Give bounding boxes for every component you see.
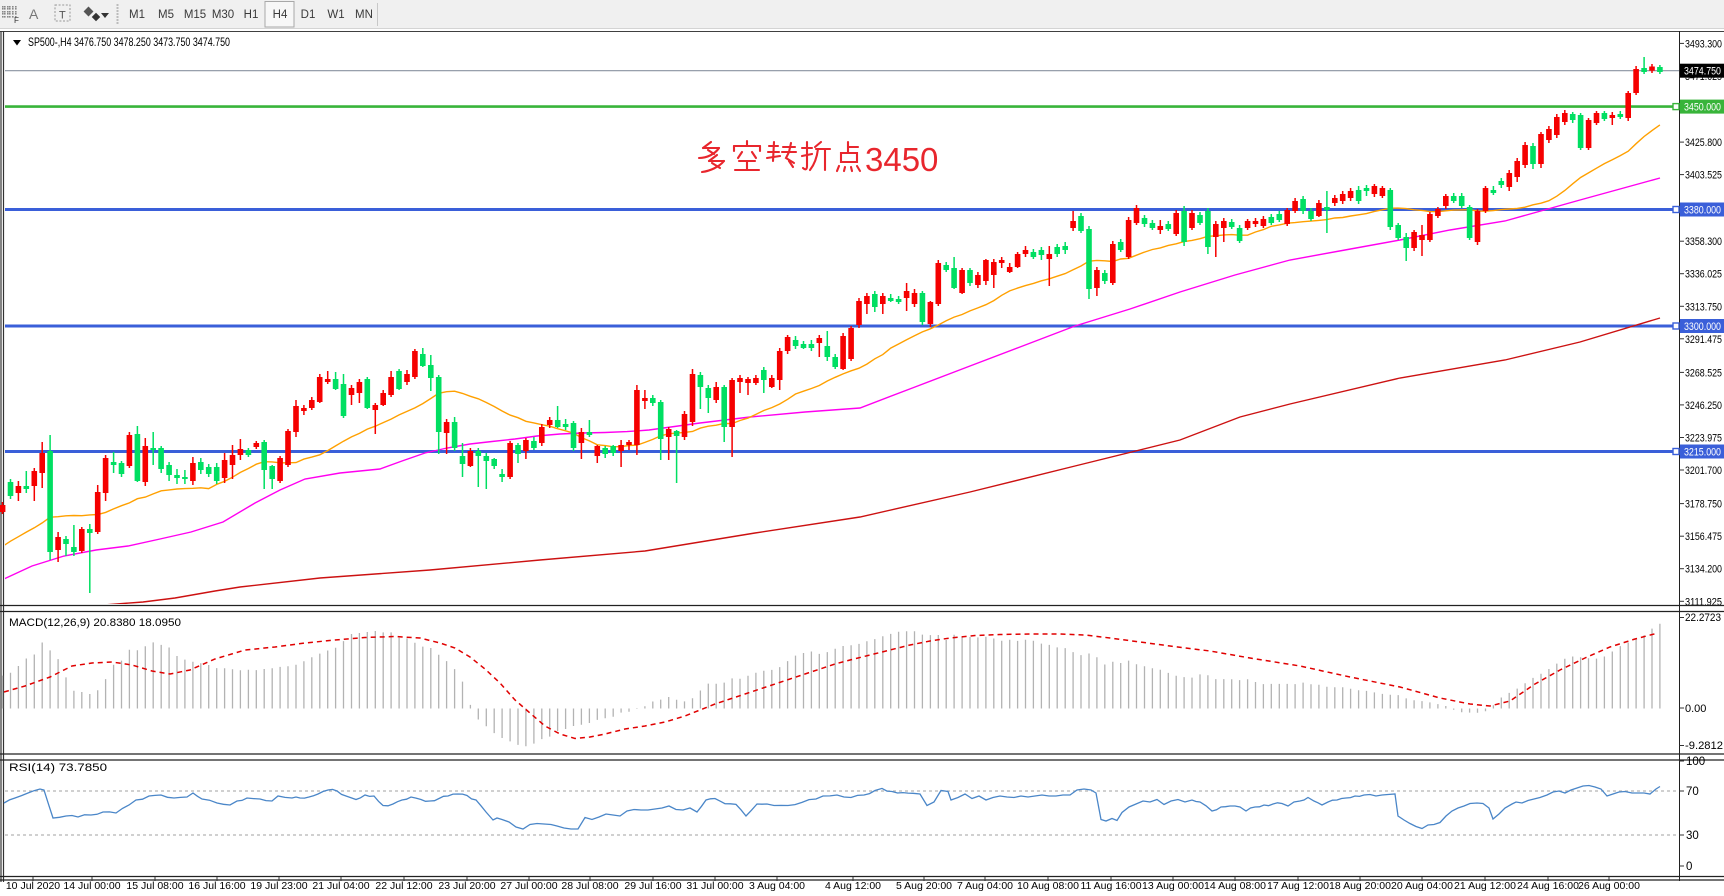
svg-text:3358.300: 3358.300 [1685,236,1722,248]
svg-text:3178.750: 3178.750 [1685,499,1722,511]
svg-text:15 Jul 08:00: 15 Jul 08:00 [126,880,183,891]
svg-text:29 Jul 16:00: 29 Jul 16:00 [624,880,681,891]
svg-text:14 Jul 00:00: 14 Jul 00:00 [63,880,120,891]
svg-text:24 Aug 16:00: 24 Aug 16:00 [1517,880,1579,891]
svg-text:-9.2812: -9.2812 [1685,740,1723,752]
svg-text:M15: M15 [184,9,206,21]
svg-text:7 Aug 04:00: 7 Aug 04:00 [957,880,1013,891]
svg-text:19 Jul 23:00: 19 Jul 23:00 [250,880,307,891]
svg-text:10 Aug 08:00: 10 Aug 08:00 [1017,880,1079,891]
svg-text:0.00: 0.00 [1685,703,1706,715]
svg-text:30: 30 [1686,830,1699,842]
svg-text:3450.000: 3450.000 [1684,102,1721,114]
svg-text:5 Aug 20:00: 5 Aug 20:00 [896,880,952,891]
svg-text:22.2723: 22.2723 [1685,612,1721,624]
svg-text:3246.250: 3246.250 [1685,400,1722,412]
svg-text:0: 0 [1686,861,1692,873]
svg-text:3380.000: 3380.000 [1684,205,1721,217]
svg-text:MACD(12,26,9) 20.8380 18.0950: MACD(12,26,9) 20.8380 18.0950 [9,617,181,629]
svg-text:3425.800: 3425.800 [1685,137,1722,149]
svg-text:RSI(14) 73.7850: RSI(14) 73.7850 [9,762,107,774]
svg-text:3215.000: 3215.000 [1684,447,1721,459]
svg-text:14 Aug 08:00: 14 Aug 08:00 [1204,880,1266,891]
svg-text:3336.025: 3336.025 [1685,269,1722,281]
svg-text:3156.475: 3156.475 [1685,531,1722,543]
svg-text:M30: M30 [212,9,234,21]
svg-text:10 Jul 2020: 10 Jul 2020 [6,880,60,891]
svg-text:T: T [59,10,66,22]
svg-text:3313.750: 3313.750 [1685,301,1722,313]
svg-text:21 Jul 04:00: 21 Jul 04:00 [312,880,369,891]
svg-text:100: 100 [1686,756,1705,768]
svg-text:3493.300: 3493.300 [1685,38,1722,50]
svg-text:22 Jul 12:00: 22 Jul 12:00 [375,880,432,891]
svg-text:3201.700: 3201.700 [1685,465,1722,477]
svg-text:11 Aug 16:00: 11 Aug 16:00 [1080,880,1141,891]
svg-text:70: 70 [1686,786,1699,798]
svg-text:3403.525: 3403.525 [1685,170,1722,182]
svg-text:27 Jul 00:00: 27 Jul 00:00 [500,880,557,891]
svg-text:13 Aug 00:00: 13 Aug 00:00 [1142,880,1204,891]
svg-text:31 Jul 00:00: 31 Jul 00:00 [686,880,743,891]
svg-text:H4: H4 [273,9,288,21]
svg-text:4 Aug 12:00: 4 Aug 12:00 [825,880,881,891]
svg-text:26 Aug 00:00: 26 Aug 00:00 [1578,880,1640,891]
svg-text:SP500-,H4 3476.750 3478.250 3: SP500-,H4 3476.750 3478.250 3473.750 347… [28,35,230,49]
svg-text:20 Aug 04:00: 20 Aug 04:00 [1391,880,1453,891]
svg-text:MN: MN [355,9,373,21]
svg-text:18 Aug 20:00: 18 Aug 20:00 [1329,880,1391,891]
svg-text:3223.975: 3223.975 [1685,433,1722,445]
svg-text:28 Jul 08:00: 28 Jul 08:00 [561,880,618,891]
svg-text:M1: M1 [129,9,145,21]
svg-text:F: F [14,16,19,25]
svg-text:3474.750: 3474.750 [1684,66,1721,78]
svg-text:M5: M5 [158,9,174,21]
svg-text:W1: W1 [327,9,344,21]
svg-text:D1: D1 [301,9,316,21]
svg-text:H1: H1 [244,9,259,21]
svg-text:3300.000: 3300.000 [1684,321,1721,333]
svg-text:23 Jul 20:00: 23 Jul 20:00 [438,880,495,891]
svg-text:3450: 3450 [865,141,938,178]
svg-text:16 Jul 16:00: 16 Jul 16:00 [188,880,245,891]
svg-text:21 Aug 12:00: 21 Aug 12:00 [1454,880,1516,891]
svg-text:3 Aug 04:00: 3 Aug 04:00 [749,880,805,891]
svg-text:3134.200: 3134.200 [1685,564,1722,576]
svg-text:3291.475: 3291.475 [1685,334,1722,346]
svg-text:3268.525: 3268.525 [1685,367,1722,379]
svg-text:3111.925: 3111.925 [1685,596,1722,608]
svg-text:17 Aug 12:00: 17 Aug 12:00 [1267,880,1329,891]
svg-text:A: A [29,6,39,22]
